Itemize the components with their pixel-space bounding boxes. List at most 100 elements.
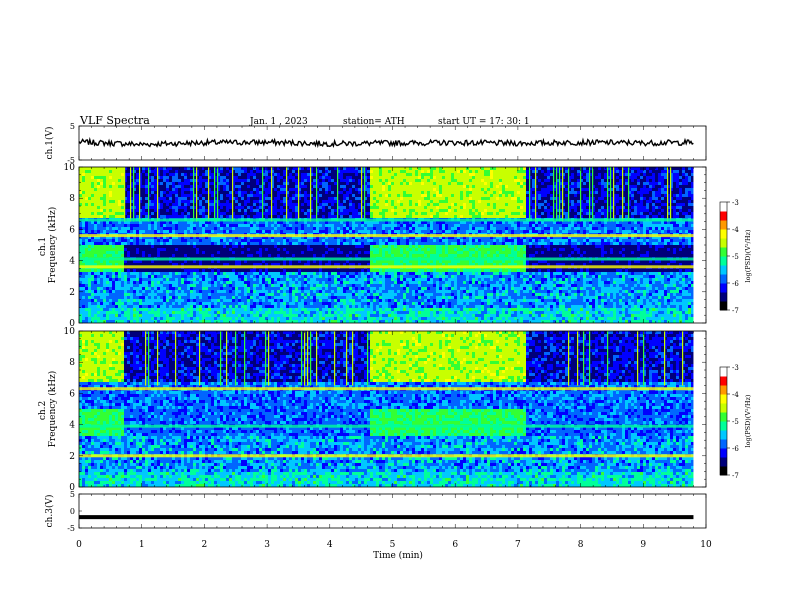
- spectrogram-cell: [265, 308, 268, 311]
- spectrogram-cell: [115, 236, 118, 239]
- spectrogram-cell: [133, 176, 136, 179]
- spectrogram-cell: [145, 284, 148, 287]
- spectrogram-cell: [175, 167, 178, 170]
- spectrogram-cell: [340, 170, 343, 173]
- spectrogram-cell: [175, 284, 178, 287]
- spectrogram-cell: [331, 185, 334, 188]
- spectrogram-cell: [169, 206, 172, 209]
- spectrogram-cell: [220, 191, 223, 194]
- spectrogram-cell: [355, 179, 358, 182]
- spectrogram-cell: [256, 185, 259, 188]
- spectrogram-cell: [217, 176, 220, 179]
- spectrogram-cell: [160, 284, 163, 287]
- spectrogram-cell: [118, 296, 121, 299]
- spectrogram-cell: [223, 239, 226, 242]
- spectrogram-cell: [202, 251, 205, 254]
- spectrogram-cell: [349, 188, 352, 191]
- spectrogram-cell: [175, 296, 178, 299]
- spectrogram-cell: [247, 278, 250, 281]
- spectrogram-cell: [340, 215, 343, 218]
- spectrogram-cell: [310, 302, 313, 305]
- spectrogram-cell: [352, 251, 355, 254]
- spectrogram-cell: [313, 236, 316, 239]
- spectrogram-cell: [214, 176, 217, 179]
- spectrogram-cell: [334, 221, 337, 224]
- spectrogram-cell: [109, 230, 112, 233]
- spectrogram-cell: [205, 227, 208, 230]
- spectrogram-cell: [187, 320, 190, 323]
- spectrogram-cell: [184, 245, 187, 248]
- spectrogram-cell: [316, 239, 319, 242]
- spectrogram-cell: [106, 230, 109, 233]
- spectrogram-cell: [346, 305, 349, 308]
- spectrogram-cell: [178, 215, 181, 218]
- spectrogram-cell: [190, 194, 193, 197]
- spectrogram-cell: [88, 173, 91, 176]
- spectrogram-cell: [238, 191, 241, 194]
- spectrogram-cell: [313, 314, 316, 317]
- spectrogram-cell: [187, 173, 190, 176]
- spectrogram-cell: [109, 260, 112, 263]
- spectrogram-cell: [190, 281, 193, 284]
- spectrogram-cell: [175, 209, 178, 212]
- spectrogram-cell: [196, 236, 199, 239]
- spectrogram-cell: [91, 182, 94, 185]
- spectrogram-cell: [220, 212, 223, 215]
- spectrogram-cell: [286, 275, 289, 278]
- spectrogram-cell: [349, 227, 352, 230]
- spectrogram-cell: [187, 314, 190, 317]
- spectrogram-cell: [340, 203, 343, 206]
- spectrogram-cell: [337, 248, 340, 251]
- spectrogram-cell: [337, 305, 340, 308]
- spectrogram-cell: [118, 182, 121, 185]
- spectrogram-cell: [262, 305, 265, 308]
- spectrogram-cell: [127, 236, 130, 239]
- spectrogram-cell: [334, 197, 337, 200]
- spectrogram-cell: [148, 179, 151, 182]
- spectrogram-cell: [235, 305, 238, 308]
- spectrogram-cell: [217, 236, 220, 239]
- spectrogram-cell: [349, 275, 352, 278]
- spectrogram-cell: [295, 206, 298, 209]
- spectrogram-cell: [310, 185, 313, 188]
- spectrogram-cell: [232, 215, 235, 218]
- spectrogram-cell: [79, 215, 82, 218]
- spectrogram-cell: [295, 278, 298, 281]
- spectrogram-cell: [238, 296, 241, 299]
- spectrogram-cell: [106, 305, 109, 308]
- spectrogram-cell: [310, 260, 313, 263]
- spectrogram-cell: [217, 206, 220, 209]
- spectrogram-cell: [331, 203, 334, 206]
- spectrogram-cell: [262, 209, 265, 212]
- spectrogram-cell: [139, 308, 142, 311]
- spectrogram-cell: [274, 284, 277, 287]
- spectrogram-cell: [256, 194, 259, 197]
- spectrogram-cell: [82, 212, 85, 215]
- spectrogram-cell: [94, 215, 97, 218]
- spectrogram-cell: [361, 179, 364, 182]
- spectrogram-cell: [316, 221, 319, 224]
- spectrogram-cell: [220, 251, 223, 254]
- spectrogram-cell: [187, 245, 190, 248]
- spectrogram-cell: [352, 179, 355, 182]
- spectrogram-cell: [97, 302, 100, 305]
- spectrogram-cell: [280, 188, 283, 191]
- spectrogram-cell: [274, 215, 277, 218]
- spectrogram-cell: [304, 275, 307, 278]
- spectrogram-cell: [148, 272, 151, 275]
- spectrogram-cell: [115, 239, 118, 242]
- spectrogram-cell: [349, 221, 352, 224]
- spectrogram-cell: [79, 308, 82, 311]
- spectrogram-cell: [208, 305, 211, 308]
- spectrogram-cell: [172, 305, 175, 308]
- spectrogram-cell: [340, 227, 343, 230]
- spectrogram-cell: [196, 284, 199, 287]
- spectrogram-cell: [103, 305, 106, 308]
- spectrogram-cell: [169, 236, 172, 239]
- spectrogram-cell: [169, 242, 172, 245]
- spectrogram-cell: [286, 302, 289, 305]
- spectrogram-cell: [250, 191, 253, 194]
- spectrogram-cell: [253, 269, 256, 272]
- spectrogram-cell: [322, 194, 325, 197]
- spectrogram-cell: [175, 188, 178, 191]
